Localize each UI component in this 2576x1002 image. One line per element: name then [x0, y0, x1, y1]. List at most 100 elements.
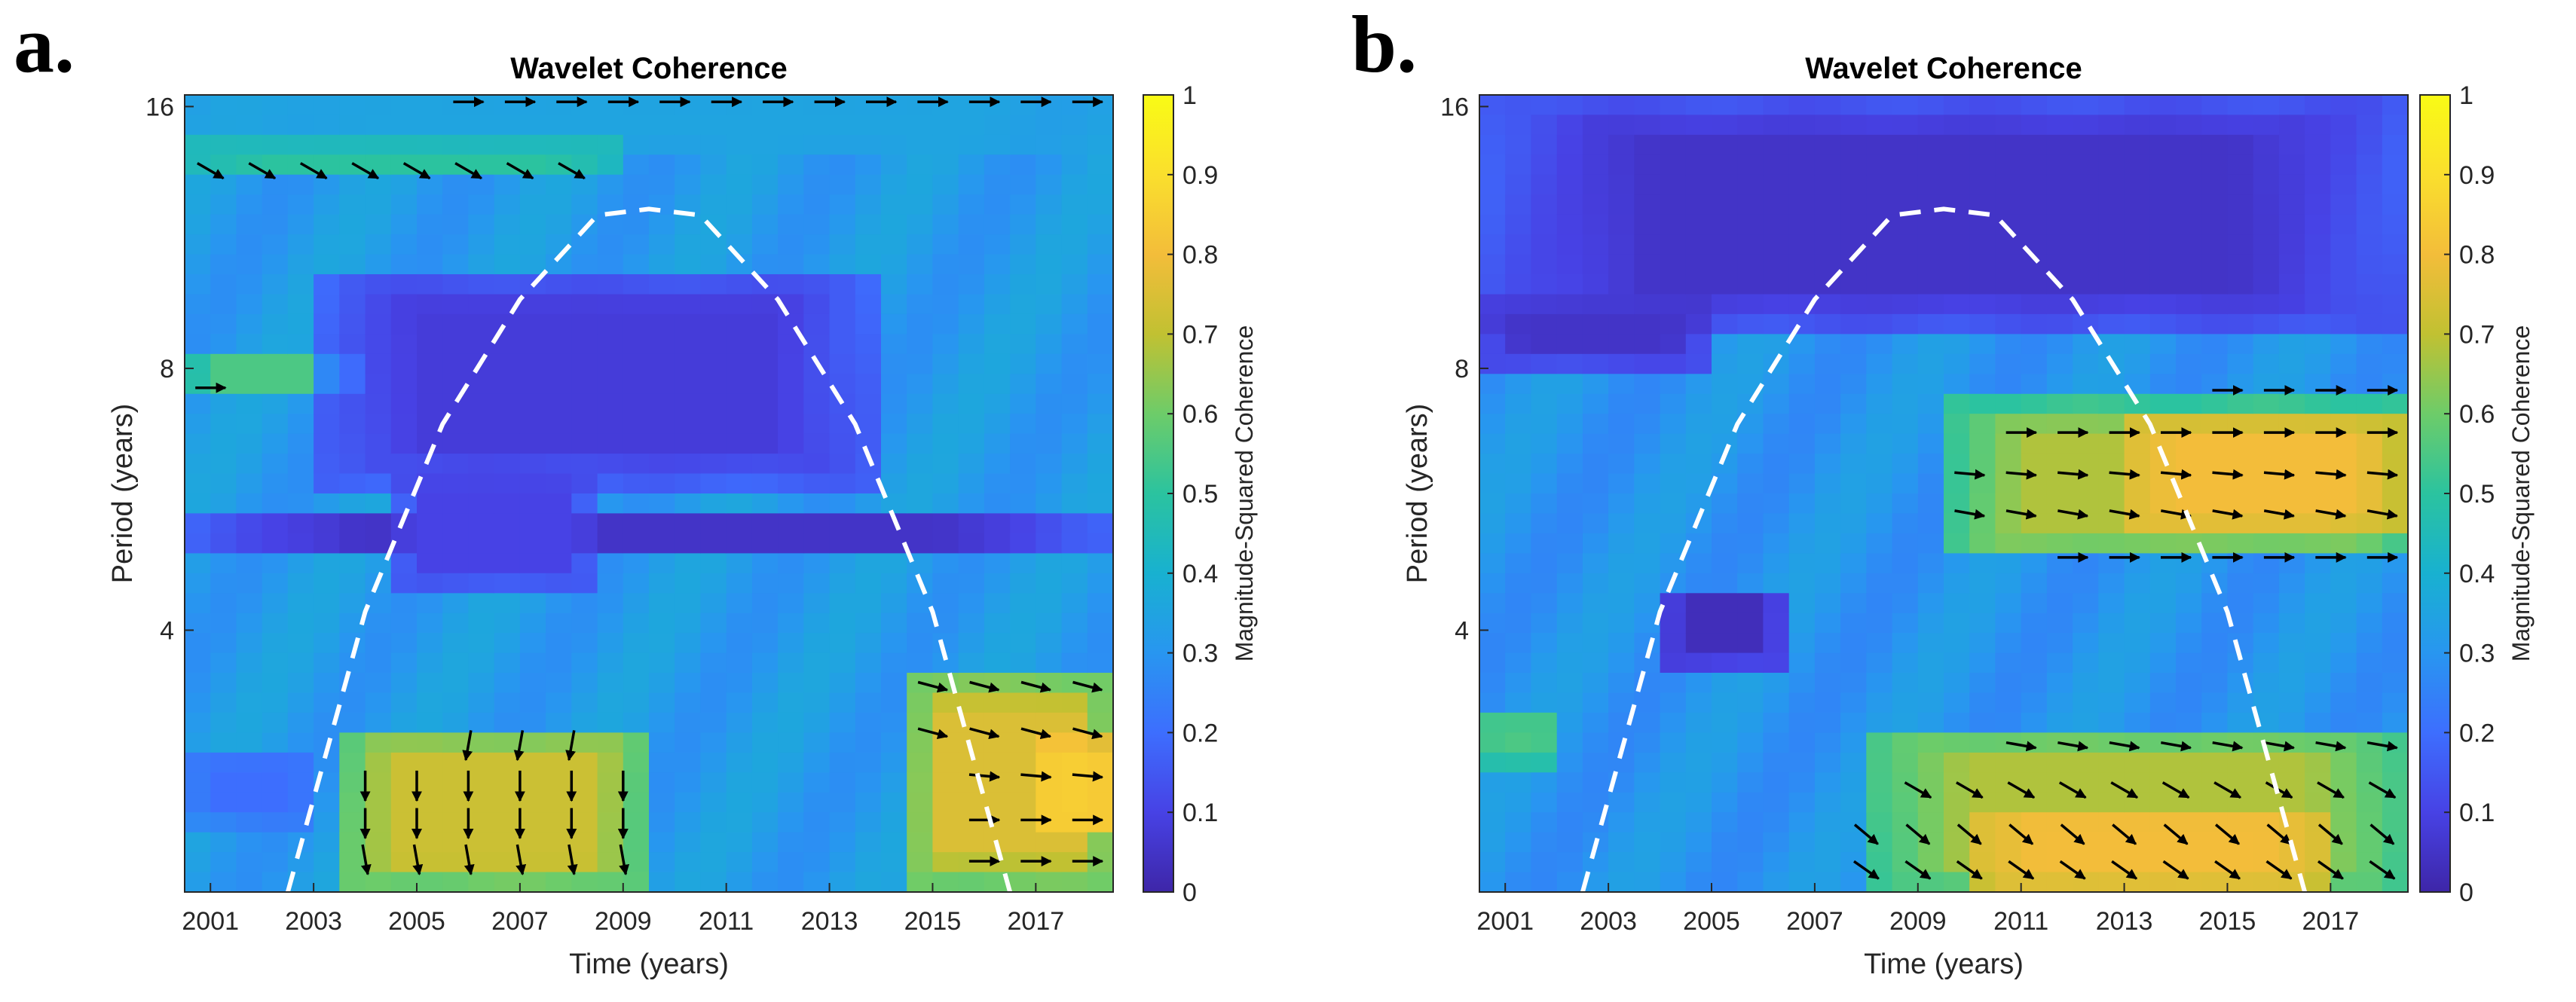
coherence-cell: [2124, 633, 2151, 654]
coherence-cell: [1892, 573, 1919, 594]
coherence-cell: [675, 274, 701, 295]
coherence-cell: [1763, 692, 1790, 713]
coherence-cell: [1995, 374, 2022, 395]
coherence-cell: [1061, 553, 1088, 574]
coherence-cell: [1505, 732, 1531, 753]
phase-arrow: [1956, 860, 1983, 880]
coherence-cell: [2073, 214, 2099, 235]
coherence-cell: [390, 792, 418, 813]
coherence-cell: [519, 433, 546, 454]
coherence-cell: [675, 792, 701, 813]
coherence-cell: [623, 294, 650, 315]
coherence-cell: [2356, 473, 2383, 494]
coherence-cell: [2356, 652, 2383, 674]
coherence-cell: [287, 593, 314, 614]
coherence-cell: [236, 852, 263, 873]
coherence-cell: [417, 772, 443, 793]
coherence-cell: [1010, 652, 1036, 674]
coherence-cell: [1036, 214, 1063, 235]
coherence-cell: [855, 772, 882, 793]
coherence-cell: [649, 712, 675, 733]
coherence-cell: [2124, 95, 2151, 116]
coherence-cell: [1712, 254, 1738, 275]
coherence-cell: [2098, 454, 2125, 475]
coherence-cell: [1763, 454, 1790, 475]
phase-arrow: [516, 844, 527, 875]
coherence-cell: [494, 553, 521, 574]
coherence-cell: [1660, 812, 1687, 833]
coherence-cell: [855, 673, 882, 694]
coherence-cell: [1969, 334, 1996, 355]
coherence-cell: [2253, 533, 2280, 554]
coherence-cell: [1061, 752, 1088, 773]
coherence-cell: [829, 254, 856, 275]
coherence-cell: [2176, 652, 2202, 674]
coherence-cell: [855, 115, 882, 136]
coherence-cell: [2330, 234, 2357, 255]
coherence-cell: [1892, 513, 1919, 534]
coherence-cell: [1892, 553, 1919, 574]
coherence-cell: [236, 234, 263, 255]
coherence-cell: [649, 115, 675, 136]
coherence-cell: [1608, 792, 1635, 813]
coherence-cell: [932, 513, 959, 534]
coherence-cell: [623, 493, 650, 515]
coherence-cell: [1582, 673, 1609, 694]
coherence-cell: [2149, 154, 2177, 176]
coherence-cell: [700, 832, 727, 853]
coherence-cell: [1763, 334, 1790, 355]
coherence-cell: [546, 652, 572, 674]
coherence-cell: [1995, 393, 2022, 414]
coherence-cell: [1010, 393, 1036, 414]
coherence-cell: [1660, 792, 1687, 813]
coherence-cell: [2176, 393, 2202, 414]
coherence-cell: [2149, 174, 2177, 195]
coherence-cell: [984, 334, 1011, 355]
coherence-cell: [1737, 832, 1764, 853]
phase-arrow: [2057, 741, 2089, 752]
coherence-cell: [494, 254, 521, 275]
coherence-cell: [210, 553, 237, 574]
coherence-cell: [1531, 593, 1558, 614]
coherence-cell: [468, 473, 495, 494]
coherence-cell: [185, 533, 211, 554]
coherence-cell: [2356, 274, 2383, 295]
coherence-cell: [1763, 274, 1790, 295]
coherence-cell: [803, 752, 831, 773]
coherence-cell: [2098, 752, 2125, 773]
coherence-cell: [751, 393, 779, 414]
coherence-cell: [2356, 115, 2383, 136]
coherence-cell: [1660, 473, 1687, 494]
coherence-cell: [2227, 214, 2254, 235]
coherence-cell: [2305, 454, 2331, 475]
coherence-cell: [365, 593, 392, 614]
coherence-cell: [1737, 812, 1764, 833]
coherence-cell: [1556, 313, 1583, 335]
coherence-cell: [1788, 115, 1816, 136]
coherence-cell: [442, 254, 469, 275]
coherence-cell: [262, 533, 289, 554]
coherence-cell: [1763, 633, 1790, 654]
coherence-cell: [1685, 294, 1712, 315]
coherence-cell: [1892, 792, 1919, 813]
coherence-cell: [1556, 473, 1583, 494]
coherence-cell: [1917, 254, 1944, 275]
coherence-cell: [1995, 513, 2022, 534]
coherence-cell: [571, 414, 598, 435]
coherence-cell: [2073, 812, 2099, 833]
coherence-cell: [958, 573, 985, 594]
coherence-cell: [1685, 613, 1712, 634]
coherence-cell: [855, 732, 882, 753]
coherence-cell: [468, 673, 495, 694]
coherence-cell: [597, 872, 624, 892]
coherence-cell: [2046, 154, 2073, 176]
coherence-cell: [2098, 274, 2125, 295]
coherence-cell: [1969, 433, 1996, 454]
coherence-cell: [1036, 633, 1063, 654]
coherence-cell: [1892, 313, 1919, 335]
coherence-cell: [751, 533, 779, 554]
coherence-cell: [1087, 454, 1113, 475]
coherence-cell: [1634, 313, 1661, 335]
coherence-cell: [185, 274, 211, 295]
coherence-cell: [571, 812, 598, 833]
